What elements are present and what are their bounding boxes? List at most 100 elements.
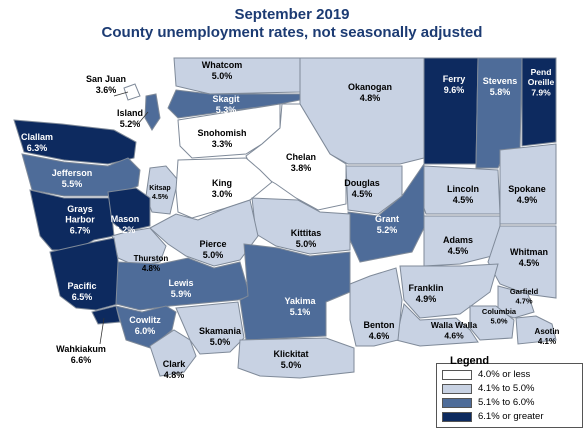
county-rate-garfield: 4.7% bbox=[515, 297, 532, 306]
county-rate-cowlitz: 6.0% bbox=[135, 326, 156, 336]
county-name-island: Island bbox=[117, 108, 143, 118]
county-rate-spokane: 4.9% bbox=[517, 195, 538, 205]
legend-frame bbox=[436, 363, 583, 428]
county-label-grant: Grant 5.2% bbox=[375, 214, 399, 235]
county-name-asotin: Asotin bbox=[535, 327, 560, 336]
county-rate-thurston: 4.8% bbox=[142, 264, 160, 273]
county-benton bbox=[349, 267, 403, 347]
county-rate-klickitat: 5.0% bbox=[281, 360, 302, 370]
county-label-ferry: Ferry 9.6% bbox=[443, 74, 466, 95]
legend-label: 6.1% or greater bbox=[478, 411, 544, 422]
county-rate-mason: 6.2% bbox=[115, 225, 136, 235]
legend-swatch bbox=[442, 398, 472, 408]
county-label-walla-walla: Walla Walla 4.6% bbox=[431, 320, 477, 341]
county-name-columbia: Columbia bbox=[482, 307, 517, 316]
county-rate-whatcom: 5.0% bbox=[212, 71, 233, 81]
county-rate-stevens: 5.8% bbox=[490, 87, 511, 97]
county-label-pacific: Pacific 6.5% bbox=[67, 281, 96, 302]
county-label-yakima: Yakima 5.1% bbox=[284, 296, 316, 317]
county-name-pierce: Pierce bbox=[199, 239, 226, 249]
county-franklin bbox=[399, 263, 499, 319]
county-name-grays-harbor: Harbor bbox=[65, 215, 95, 225]
county-label-san-juan: San Juan 3.6% bbox=[86, 74, 126, 95]
county-rate-lincoln: 4.5% bbox=[453, 195, 474, 205]
map-title: September 2019 bbox=[234, 6, 350, 23]
legend-item: 4.0% or less bbox=[442, 369, 584, 382]
county-label-kitsap: Kitsap 4.5% bbox=[149, 185, 170, 201]
county-label-asotin: Asotin 4.1% bbox=[535, 327, 560, 346]
county-name-okanogan: Okanogan bbox=[348, 82, 392, 92]
county-adams bbox=[423, 215, 501, 267]
legend-swatch bbox=[442, 412, 472, 422]
county-rate-pend-oreille: 7.9% bbox=[531, 88, 551, 98]
county-rate-columbia: 5.0% bbox=[490, 317, 507, 326]
county-name-kitsap: Kitsap bbox=[149, 185, 170, 192]
county-rate-okanogan: 4.8% bbox=[360, 93, 381, 103]
county-snohomish bbox=[177, 103, 281, 159]
county-label-wahkiakum: Wahkiakum 6.6% bbox=[56, 344, 106, 365]
county-name-grant: Grant bbox=[375, 214, 399, 224]
county-name-grays-harbor: Grays bbox=[67, 204, 93, 214]
legend-item: 4.1% to 5.0% bbox=[442, 383, 584, 396]
county-name-pend-oreille: Oreille bbox=[528, 77, 555, 87]
county-label-benton: Benton 4.6% bbox=[364, 320, 395, 341]
county-name-pacific: Pacific bbox=[67, 281, 96, 291]
county-name-lewis: Lewis bbox=[168, 278, 193, 288]
county-rate-benton: 4.6% bbox=[369, 331, 390, 341]
county-name-mason: Mason bbox=[111, 214, 140, 224]
county-asotin bbox=[515, 315, 557, 345]
county-name-cowlitz: Cowlitz bbox=[129, 315, 161, 325]
county-name-spokane: Spokane bbox=[508, 184, 546, 194]
county-name-stevens: Stevens bbox=[483, 76, 518, 86]
county-rate-pacific: 6.5% bbox=[72, 292, 93, 302]
county-label-jefferson: Jefferson 5.5% bbox=[52, 168, 93, 189]
county-label-skamania: Skamania 5.0% bbox=[199, 326, 242, 347]
county-mason bbox=[107, 187, 151, 233]
county-clallam bbox=[13, 119, 137, 165]
county-name-skamania: Skamania bbox=[199, 326, 242, 336]
county-label-garfield: Garfield 4.7% bbox=[510, 287, 539, 306]
leader-line bbox=[113, 91, 129, 97]
county-name-thurston: Thurston bbox=[134, 254, 169, 263]
county-label-whatcom: Whatcom 5.0% bbox=[202, 60, 243, 81]
county-name-douglas: Douglas bbox=[344, 178, 380, 188]
county-rate-wahkiakum: 6.6% bbox=[71, 355, 92, 365]
county-kittitas bbox=[251, 197, 351, 255]
county-rate-asotin: 4.1% bbox=[538, 337, 556, 346]
county-rate-san-juan: 3.6% bbox=[96, 85, 117, 95]
legend-title: Legend bbox=[450, 355, 490, 367]
county-rate-adams: 4.5% bbox=[448, 246, 469, 256]
county-name-yakima: Yakima bbox=[284, 296, 316, 306]
county-rate-chelan: 3.8% bbox=[291, 163, 312, 173]
legend-item: 5.1% to 6.0% bbox=[442, 397, 584, 410]
county-label-mason: Mason 6.2% bbox=[111, 214, 140, 235]
county-name-skagit: Skagit bbox=[212, 94, 239, 104]
county-label-thurston: Thurston 4.8% bbox=[134, 254, 169, 273]
county-label-pend-oreille: Pend Oreille 7.9% bbox=[528, 67, 555, 98]
county-label-douglas: Douglas 4.5% bbox=[344, 178, 380, 199]
county-rate-jefferson: 5.5% bbox=[62, 179, 83, 189]
county-name-whitman: Whitman bbox=[510, 247, 548, 257]
county-rate-walla-walla: 4.6% bbox=[444, 331, 464, 341]
county-rate-whitman: 4.5% bbox=[519, 258, 540, 268]
county-label-clallam: Clallam 6.3% bbox=[21, 132, 53, 153]
county-name-king: King bbox=[212, 178, 232, 188]
county-rate-skagit: 5.3% bbox=[216, 105, 237, 115]
county-cowlitz bbox=[115, 305, 177, 349]
county-name-franklin: Franklin bbox=[408, 283, 443, 293]
legend-item: 6.1% or greater bbox=[442, 411, 584, 424]
legend-label: 4.0% or less bbox=[478, 369, 531, 380]
county-label-adams: Adams 4.5% bbox=[443, 235, 473, 256]
county-whatcom bbox=[173, 57, 301, 95]
county-rate-skamania: 5.0% bbox=[210, 337, 231, 347]
county-label-lewis: Lewis 5.9% bbox=[168, 278, 193, 299]
county-rate-clallam: 6.3% bbox=[27, 143, 48, 153]
county-jefferson bbox=[21, 153, 141, 197]
legend-swatch bbox=[442, 370, 472, 380]
leader-line bbox=[137, 111, 149, 125]
county-klickitat bbox=[237, 337, 355, 379]
county-label-okanogan: Okanogan 4.8% bbox=[348, 82, 392, 103]
county-label-pierce: Pierce 5.0% bbox=[199, 239, 226, 260]
county-columbia bbox=[469, 305, 515, 341]
